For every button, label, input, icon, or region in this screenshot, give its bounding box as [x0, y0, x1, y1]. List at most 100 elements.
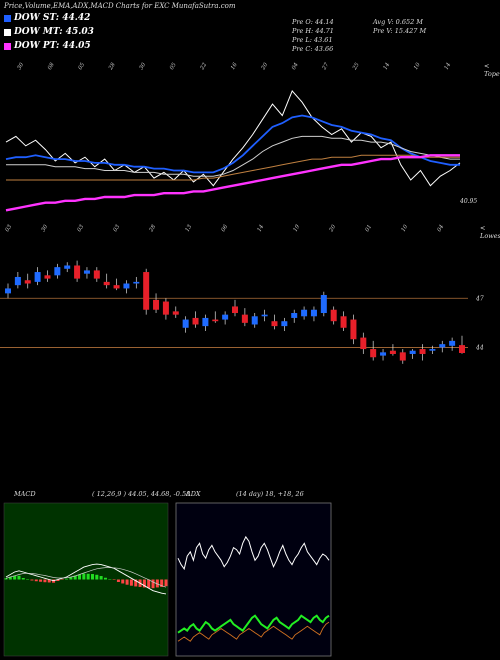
macd-hist-bar	[86, 573, 90, 580]
macd-hist-bar	[134, 579, 138, 587]
candle-body	[123, 283, 130, 289]
macd-hist-bar	[95, 574, 99, 580]
candle-body	[222, 314, 229, 320]
candle-body	[202, 317, 209, 327]
macd-hist-bar	[56, 579, 60, 581]
top-tick-label: 22	[199, 62, 208, 72]
candle-body	[261, 314, 268, 317]
candle-body	[153, 299, 160, 310]
adx-lines	[177, 535, 330, 642]
adx-params: (14 day) 18, +18, 26	[236, 490, 304, 498]
stat-prev-close: Pre C: 43.66	[292, 45, 334, 53]
ema-series-4	[5, 154, 460, 212]
candle-body	[439, 344, 446, 348]
candle-body	[330, 309, 337, 322]
candle-body	[182, 319, 189, 328]
top-tick-label: 25	[352, 62, 361, 72]
bottom-tick-label: 19	[293, 224, 302, 233]
macd-hist-bar	[164, 579, 168, 587]
candle-body	[301, 309, 308, 317]
candle-body	[24, 280, 31, 284]
candle-body	[93, 270, 100, 279]
macd-hist-bar	[129, 579, 133, 586]
bottom-tick-label: 03	[113, 224, 122, 233]
top-tick-label: 28	[108, 62, 117, 72]
top-tick-label: 30	[17, 62, 26, 71]
macd-hist-bar	[26, 579, 30, 580]
macd-hist-bar	[69, 577, 73, 580]
macd-hist-bar	[90, 574, 94, 580]
top-tick-label: 08	[47, 62, 56, 71]
candle-body	[409, 350, 416, 354]
macd-hist-bar	[103, 577, 107, 580]
stat-prev-volume: Pre V: 15.427 M	[373, 27, 427, 35]
candle-body	[162, 301, 169, 315]
candle-body	[143, 272, 150, 310]
candle-body	[241, 314, 248, 323]
legend-label-pt: DOW PT: 44.05	[14, 41, 91, 51]
bottom-tick-label: 10	[401, 224, 410, 233]
adx-label: ADX	[186, 490, 203, 498]
top-tick-label: 20	[260, 62, 269, 72]
candle-body	[251, 316, 258, 325]
last-value-label: 40.95	[460, 198, 478, 205]
macd-hist-bar	[13, 575, 17, 580]
candle-body	[429, 349, 436, 351]
ref-label-47: 47	[475, 295, 484, 302]
macd-hist-bar	[160, 579, 164, 587]
tops-label: < Tope	[484, 62, 500, 78]
macd-hist-bar	[21, 578, 25, 580]
macd-title: MACD	[14, 490, 36, 498]
candle-body	[340, 316, 347, 328]
candle-body	[192, 317, 199, 325]
macd-line	[5, 563, 167, 595]
candle-body	[310, 309, 317, 317]
top-tick-label: 05	[169, 62, 178, 71]
macd-hist-bar	[73, 575, 77, 580]
adx-line	[177, 535, 330, 571]
candle-body	[212, 319, 219, 322]
bottom-tick-label: 14	[257, 224, 266, 233]
macd-hist-bar	[147, 579, 151, 588]
macd-hist-bar	[8, 577, 12, 580]
legend-label-mt: DOW MT: 45.03	[14, 27, 94, 37]
candle-body	[172, 311, 179, 315]
adx-panel-bg	[175, 502, 332, 657]
candle-body	[103, 281, 110, 286]
ema-series-0	[5, 89, 461, 187]
candle-body	[133, 281, 140, 284]
macd-hist-bar	[116, 579, 120, 582]
candle-body	[360, 337, 367, 350]
candle-body	[83, 270, 90, 274]
macd-hist-bar	[108, 579, 112, 580]
bottom-tick-label: 03	[77, 224, 86, 233]
bottom-tick-label: 01	[365, 224, 374, 233]
candle-body	[14, 276, 21, 286]
macd-lines	[4, 563, 168, 595]
bottom-tick-label: 20	[328, 224, 337, 234]
legend-dow-pt: DOW PT: 44.05	[4, 41, 91, 51]
macd-params: ( 12,26,9 ) 44.05, 44.68, -0.58	[92, 490, 191, 498]
macd-hist-bar	[43, 579, 47, 583]
candle-body	[232, 306, 238, 314]
ema-series-3	[6, 154, 460, 181]
bottom-tick-label: 28	[148, 224, 157, 234]
minus-di-line	[177, 621, 330, 642]
macd-hist-bar	[47, 579, 51, 583]
stat-avg-volume: Avg V: 0.652 M	[373, 18, 423, 26]
candle-body	[370, 349, 377, 358]
adx-title: ADX	[186, 490, 201, 498]
macd-hist-bar	[78, 574, 82, 580]
ref-label-44: 44	[475, 344, 484, 351]
macd-hist-bar	[65, 578, 69, 580]
macd-label: MACD	[14, 490, 38, 498]
candle-body	[281, 321, 288, 327]
macd-hist-bar	[30, 579, 34, 581]
macd-hist-bar	[39, 579, 43, 582]
macd-hist-bar	[60, 579, 64, 580]
plus-di-line	[177, 614, 330, 634]
bottom-tick-labels: 03 30 03 03 28 13 06 14 19 20 01 10 04	[5, 224, 446, 234]
top-tick-label: 05	[78, 62, 87, 71]
top-tick-labels: 30 08 05 28 30 05 22 16 20 04 27 25 14 10 14	[17, 62, 453, 72]
